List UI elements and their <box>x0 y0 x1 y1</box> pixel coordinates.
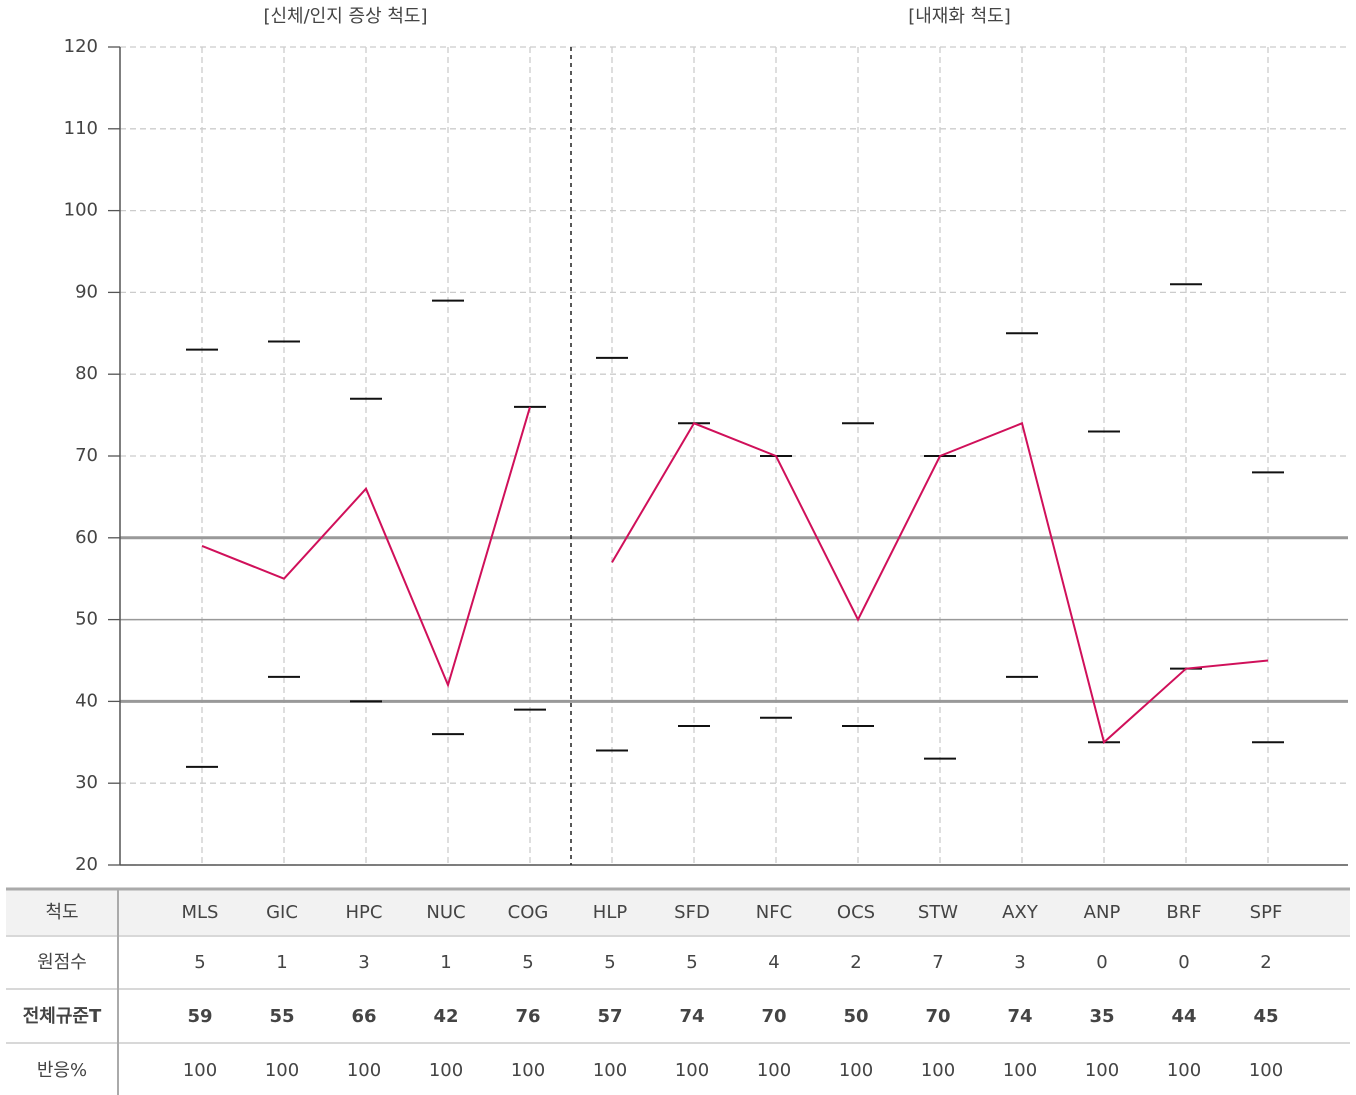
row-label: 전체규준T <box>23 1006 102 1027</box>
t-score: 35 <box>1089 1006 1114 1027</box>
t-score: 42 <box>433 1006 458 1027</box>
scale-name: COG <box>508 902 549 923</box>
raw-score: 1 <box>440 952 451 973</box>
y-tick-label: 90 <box>75 281 98 302</box>
y-tick-label: 20 <box>75 854 98 875</box>
y-tick-label: 80 <box>75 363 98 384</box>
y-tick-label: 50 <box>75 609 98 630</box>
t-score: 50 <box>843 1006 868 1027</box>
y-tick-label: 30 <box>75 772 98 793</box>
response-pct: 100 <box>593 1060 627 1081</box>
response-pct: 100 <box>675 1060 709 1081</box>
response-pct: 100 <box>757 1060 791 1081</box>
t-score: 74 <box>1007 1006 1032 1027</box>
scale-name: SFD <box>674 902 710 923</box>
scale-name: HLP <box>593 902 628 923</box>
response-pct: 100 <box>1167 1060 1201 1081</box>
response-pct: 100 <box>1003 1060 1037 1081</box>
response-pct: 100 <box>1249 1060 1283 1081</box>
score-line <box>201 406 531 689</box>
scale-name: GIC <box>266 902 298 923</box>
scale-name: HPC <box>346 902 383 923</box>
response-pct: 100 <box>265 1060 299 1081</box>
t-score: 70 <box>761 1006 786 1027</box>
y-tick-label: 60 <box>75 527 98 548</box>
t-score: 66 <box>351 1006 376 1027</box>
y-tick-label: 120 <box>64 36 98 57</box>
t-score: 55 <box>269 1006 294 1027</box>
y-tick-label: 40 <box>75 690 98 711</box>
scale-name: AXY <box>1002 902 1039 923</box>
row-label: 원점수 <box>37 952 87 973</box>
t-score: 59 <box>187 1006 212 1027</box>
scale-name: OCS <box>837 902 875 923</box>
raw-score: 5 <box>522 952 533 973</box>
group-title: [내재화 척도] <box>908 6 1011 27</box>
response-pct: 100 <box>347 1060 381 1081</box>
raw-score: 0 <box>1096 952 1107 973</box>
scale-name: NFC <box>756 902 792 923</box>
scale-name: SPF <box>1250 902 1283 923</box>
raw-score: 5 <box>686 952 697 973</box>
t-score: 45 <box>1253 1006 1278 1027</box>
raw-score: 4 <box>768 952 779 973</box>
response-pct: 100 <box>839 1060 873 1081</box>
raw-score: 3 <box>358 952 369 973</box>
y-tick-label: 110 <box>64 118 98 139</box>
row-label: 반응% <box>37 1060 87 1081</box>
row-label: 척도 <box>45 902 78 923</box>
t-score: 70 <box>925 1006 950 1027</box>
t-score: 74 <box>679 1006 704 1027</box>
t-score: 57 <box>597 1006 622 1027</box>
group-title: [신체/인지 증상 척도] <box>263 6 427 27</box>
raw-score: 3 <box>1014 952 1025 973</box>
scale-name: BRF <box>1166 902 1201 923</box>
raw-score: 5 <box>604 952 615 973</box>
scale-name: ANP <box>1084 902 1121 923</box>
scale-name: STW <box>918 902 958 923</box>
scale-name: MLS <box>182 902 219 923</box>
table-header-bg <box>6 889 1350 935</box>
y-tick-label: 100 <box>64 200 98 221</box>
raw-score: 2 <box>850 952 861 973</box>
t-score: 44 <box>1171 1006 1196 1027</box>
raw-score: 7 <box>932 952 943 973</box>
raw-score: 2 <box>1260 952 1271 973</box>
y-tick-label: 70 <box>75 445 98 466</box>
response-pct: 100 <box>511 1060 545 1081</box>
raw-score: 0 <box>1178 952 1189 973</box>
score-line <box>611 421 1269 745</box>
t-score: 76 <box>515 1006 540 1027</box>
scale-name: NUC <box>426 902 465 923</box>
response-pct: 100 <box>429 1060 463 1081</box>
response-pct: 100 <box>921 1060 955 1081</box>
raw-score: 1 <box>276 952 287 973</box>
response-pct: 100 <box>1085 1060 1119 1081</box>
response-pct: 100 <box>183 1060 217 1081</box>
raw-score: 5 <box>194 952 205 973</box>
